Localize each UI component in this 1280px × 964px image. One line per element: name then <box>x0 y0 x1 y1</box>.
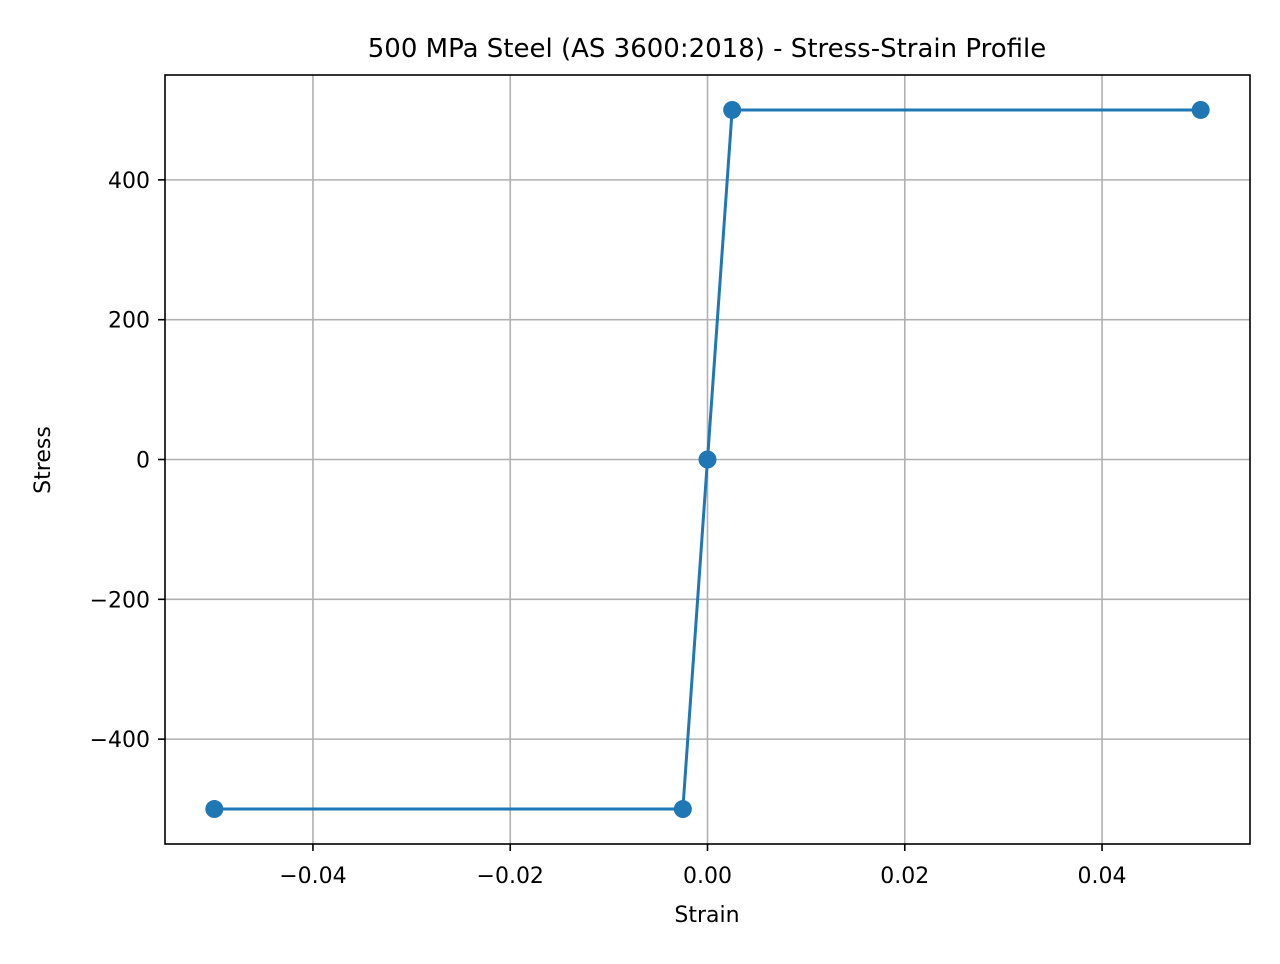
data-series <box>205 100 1210 819</box>
x-tick-label: 0.04 <box>1078 864 1127 889</box>
axis-ticks: −0.04 −0.02 0.00 0.02 0.04 −400 −200 0 200 400 <box>90 169 1127 889</box>
x-tick-label: −0.04 <box>279 864 346 889</box>
series-0 <box>205 100 1210 819</box>
y-tick-label: −200 <box>90 588 150 613</box>
y-tick-label: 200 <box>108 309 150 334</box>
x-tick-label: −0.02 <box>477 864 544 889</box>
data-point <box>698 450 717 469</box>
x-axis-label: Strain <box>674 903 739 928</box>
data-point <box>205 800 224 819</box>
x-tick-label: 0.00 <box>683 864 732 889</box>
data-point <box>1191 100 1210 119</box>
y-axis-label: Stress <box>31 426 56 494</box>
data-point <box>673 800 692 819</box>
chart-title: 500 MPa Steel (AS 3600:2018) - Stress-St… <box>368 34 1046 64</box>
data-point <box>723 100 742 119</box>
y-tick-label: 400 <box>108 169 150 194</box>
x-tick-label: 0.02 <box>880 864 929 889</box>
y-tick-label: −400 <box>90 728 150 753</box>
grid-lines <box>165 75 1250 844</box>
y-tick-label: 0 <box>136 449 150 474</box>
